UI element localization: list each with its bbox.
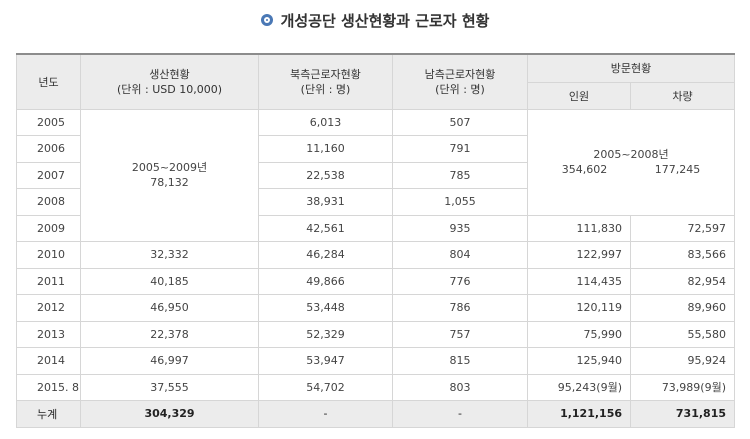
table-row: 2007 22,538 785 <box>16 161 735 189</box>
cell-south: 507 <box>392 108 528 136</box>
cell-visit-people: 114,435 <box>527 267 631 295</box>
cell-visit-vehicles: 72,597 <box>629 214 736 242</box>
cell-production: 40,185 <box>80 267 259 295</box>
cell-year: 2014 <box>16 347 81 375</box>
total-row: 누계 304,329 - - 1,121,156 731,815 <box>16 400 736 428</box>
total-visit-people: 1,121,156 <box>527 400 631 428</box>
header-north-unit: (단위 : 명) <box>300 82 351 96</box>
header-south-label: 남측근로자현황 <box>424 67 496 81</box>
cell-north: 42,561 <box>258 214 393 242</box>
cell-visit-vehicles: 82,954 <box>629 267 736 295</box>
cell-production: 22,378 <box>80 320 259 348</box>
cell-year: 2013 <box>16 320 81 348</box>
merged-production-period: 2005~2009년 <box>131 161 208 175</box>
table-row: 2005 2005~2009년 78,132 6,013 507 2005~20… <box>16 108 736 242</box>
cell-south: 1,055 <box>392 188 528 216</box>
page-title: 개성공단 생산현황과 근로자 현황 <box>280 11 490 30</box>
total-label: 누계 <box>16 400 81 428</box>
cell-year: 2009 <box>16 214 81 242</box>
cell-production: 46,950 <box>80 294 259 322</box>
cell-south: 803 <box>392 373 528 401</box>
cell-visit-people: 125,940 <box>527 347 631 375</box>
total-north: - <box>258 400 393 428</box>
header-year: 년도 <box>16 53 81 110</box>
cell-south: 785 <box>392 161 528 189</box>
header-production-unit: (단위 : USD 10,000) <box>116 82 222 96</box>
cell-production-merged: 2005~2009년 78,132 <box>80 108 259 242</box>
cell-visit-vehicles: 55,580 <box>629 320 736 348</box>
merged-visits-period: 2005~2008년 <box>593 148 669 161</box>
cell-north: 54,702 <box>258 373 393 401</box>
merged-visits-values: 354,602 177,245 <box>528 162 734 177</box>
cell-north: 46,284 <box>258 241 393 269</box>
cell-south: 804 <box>392 241 528 269</box>
bullet-circle-icon <box>260 14 273 26</box>
total-south: - <box>392 400 528 428</box>
table-row: 2013 22,378 52,329 757 75,990 55,580 <box>16 320 736 348</box>
cell-year: 2012 <box>16 294 81 322</box>
table-row: 2011 40,185 49,866 776 114,435 82,954 <box>16 267 736 295</box>
header-visit-people: 인원 <box>527 81 631 110</box>
merged-visits-vehicles: 177,245 <box>654 163 701 176</box>
cell-visit-people: 122,997 <box>527 241 631 269</box>
cell-production: 46,997 <box>80 347 259 375</box>
cell-north: 22,538 <box>258 161 393 189</box>
merged-visits-people: 354,602 <box>561 163 608 176</box>
header-south-workers: 남측근로자현황 (단위 : 명) <box>392 53 528 110</box>
cell-visit-vehicles: 83,566 <box>629 241 736 269</box>
total-visit-vehicles: 731,815 <box>629 400 736 428</box>
cell-production: 32,332 <box>80 241 259 269</box>
header-visit-vehicles: 차량 <box>629 81 736 110</box>
title-bar: 개성공단 생산현황과 근로자 현황 <box>0 0 750 40</box>
cell-year: 2008 <box>16 188 81 216</box>
header-production: 생산현황 (단위 : USD 10,000) <box>80 53 259 110</box>
cell-year: 2015. 8 <box>16 373 81 401</box>
cell-south: 757 <box>392 320 528 348</box>
cell-south: 786 <box>392 294 528 322</box>
cell-visits-merged: 2005~2008년 354,602 177,245 <box>526 108 736 216</box>
cell-south: 776 <box>392 267 528 295</box>
cell-year: 2007 <box>16 161 81 189</box>
header-visits: 방문현황 <box>526 53 736 83</box>
cell-year: 2006 <box>16 135 81 163</box>
cell-north: 11,160 <box>258 135 393 163</box>
cell-north: 53,947 <box>258 347 393 375</box>
table-row: 2006 11,160 791 <box>16 135 735 163</box>
statistics-table: 년도 생산현황 (단위 : USD 10,000) 북측근로자현황 (단위 : … <box>16 53 736 428</box>
cell-visit-vehicles: 89,960 <box>629 294 736 322</box>
table-row: 2010 32,332 46,284 804 122,997 83,566 <box>16 241 736 269</box>
cell-north: 52,329 <box>258 320 393 348</box>
cell-north: 6,013 <box>258 108 393 136</box>
cell-visit-vehicles: 95,924 <box>629 347 736 375</box>
table-row: 2009 42,561 935 111,830 72,597 <box>16 214 736 242</box>
header-south-unit: (단위 : 명) <box>435 82 485 96</box>
header-north-label: 북측근로자현황 <box>290 67 361 81</box>
table-row: 2015. 8 37,555 54,702 803 95,243(9월) 73,… <box>16 373 736 401</box>
cell-south: 815 <box>392 347 528 375</box>
table-row: 2014 46,997 53,947 815 125,940 95,924 <box>16 347 736 375</box>
cell-visit-people: 120,119 <box>527 294 631 322</box>
cell-production: 37,555 <box>80 373 259 401</box>
cell-visit-people: 95,243(9월) <box>527 373 631 401</box>
cell-south: 935 <box>392 214 528 242</box>
cell-north: 49,866 <box>258 267 393 295</box>
cell-year: 2005 <box>16 108 81 136</box>
cell-year: 2011 <box>16 267 81 295</box>
cell-visit-people: 111,830 <box>527 214 631 242</box>
table-row: 2008 38,931 1,055 <box>16 188 735 216</box>
header-north-workers: 북측근로자현황 (단위 : 명) <box>258 53 393 110</box>
cell-visit-vehicles: 73,989(9월) <box>629 373 736 401</box>
cell-south: 791 <box>392 135 528 163</box>
cell-year: 2010 <box>16 241 81 269</box>
cell-north: 53,448 <box>258 294 393 322</box>
table-row: 2012 46,950 53,448 786 120,119 89,960 <box>16 294 736 322</box>
header-production-label: 생산현황 <box>149 67 190 81</box>
merged-production-value: 78,132 <box>150 176 189 190</box>
total-production: 304,329 <box>80 400 259 428</box>
cell-north: 38,931 <box>258 188 393 216</box>
cell-visit-people: 75,990 <box>527 320 631 348</box>
